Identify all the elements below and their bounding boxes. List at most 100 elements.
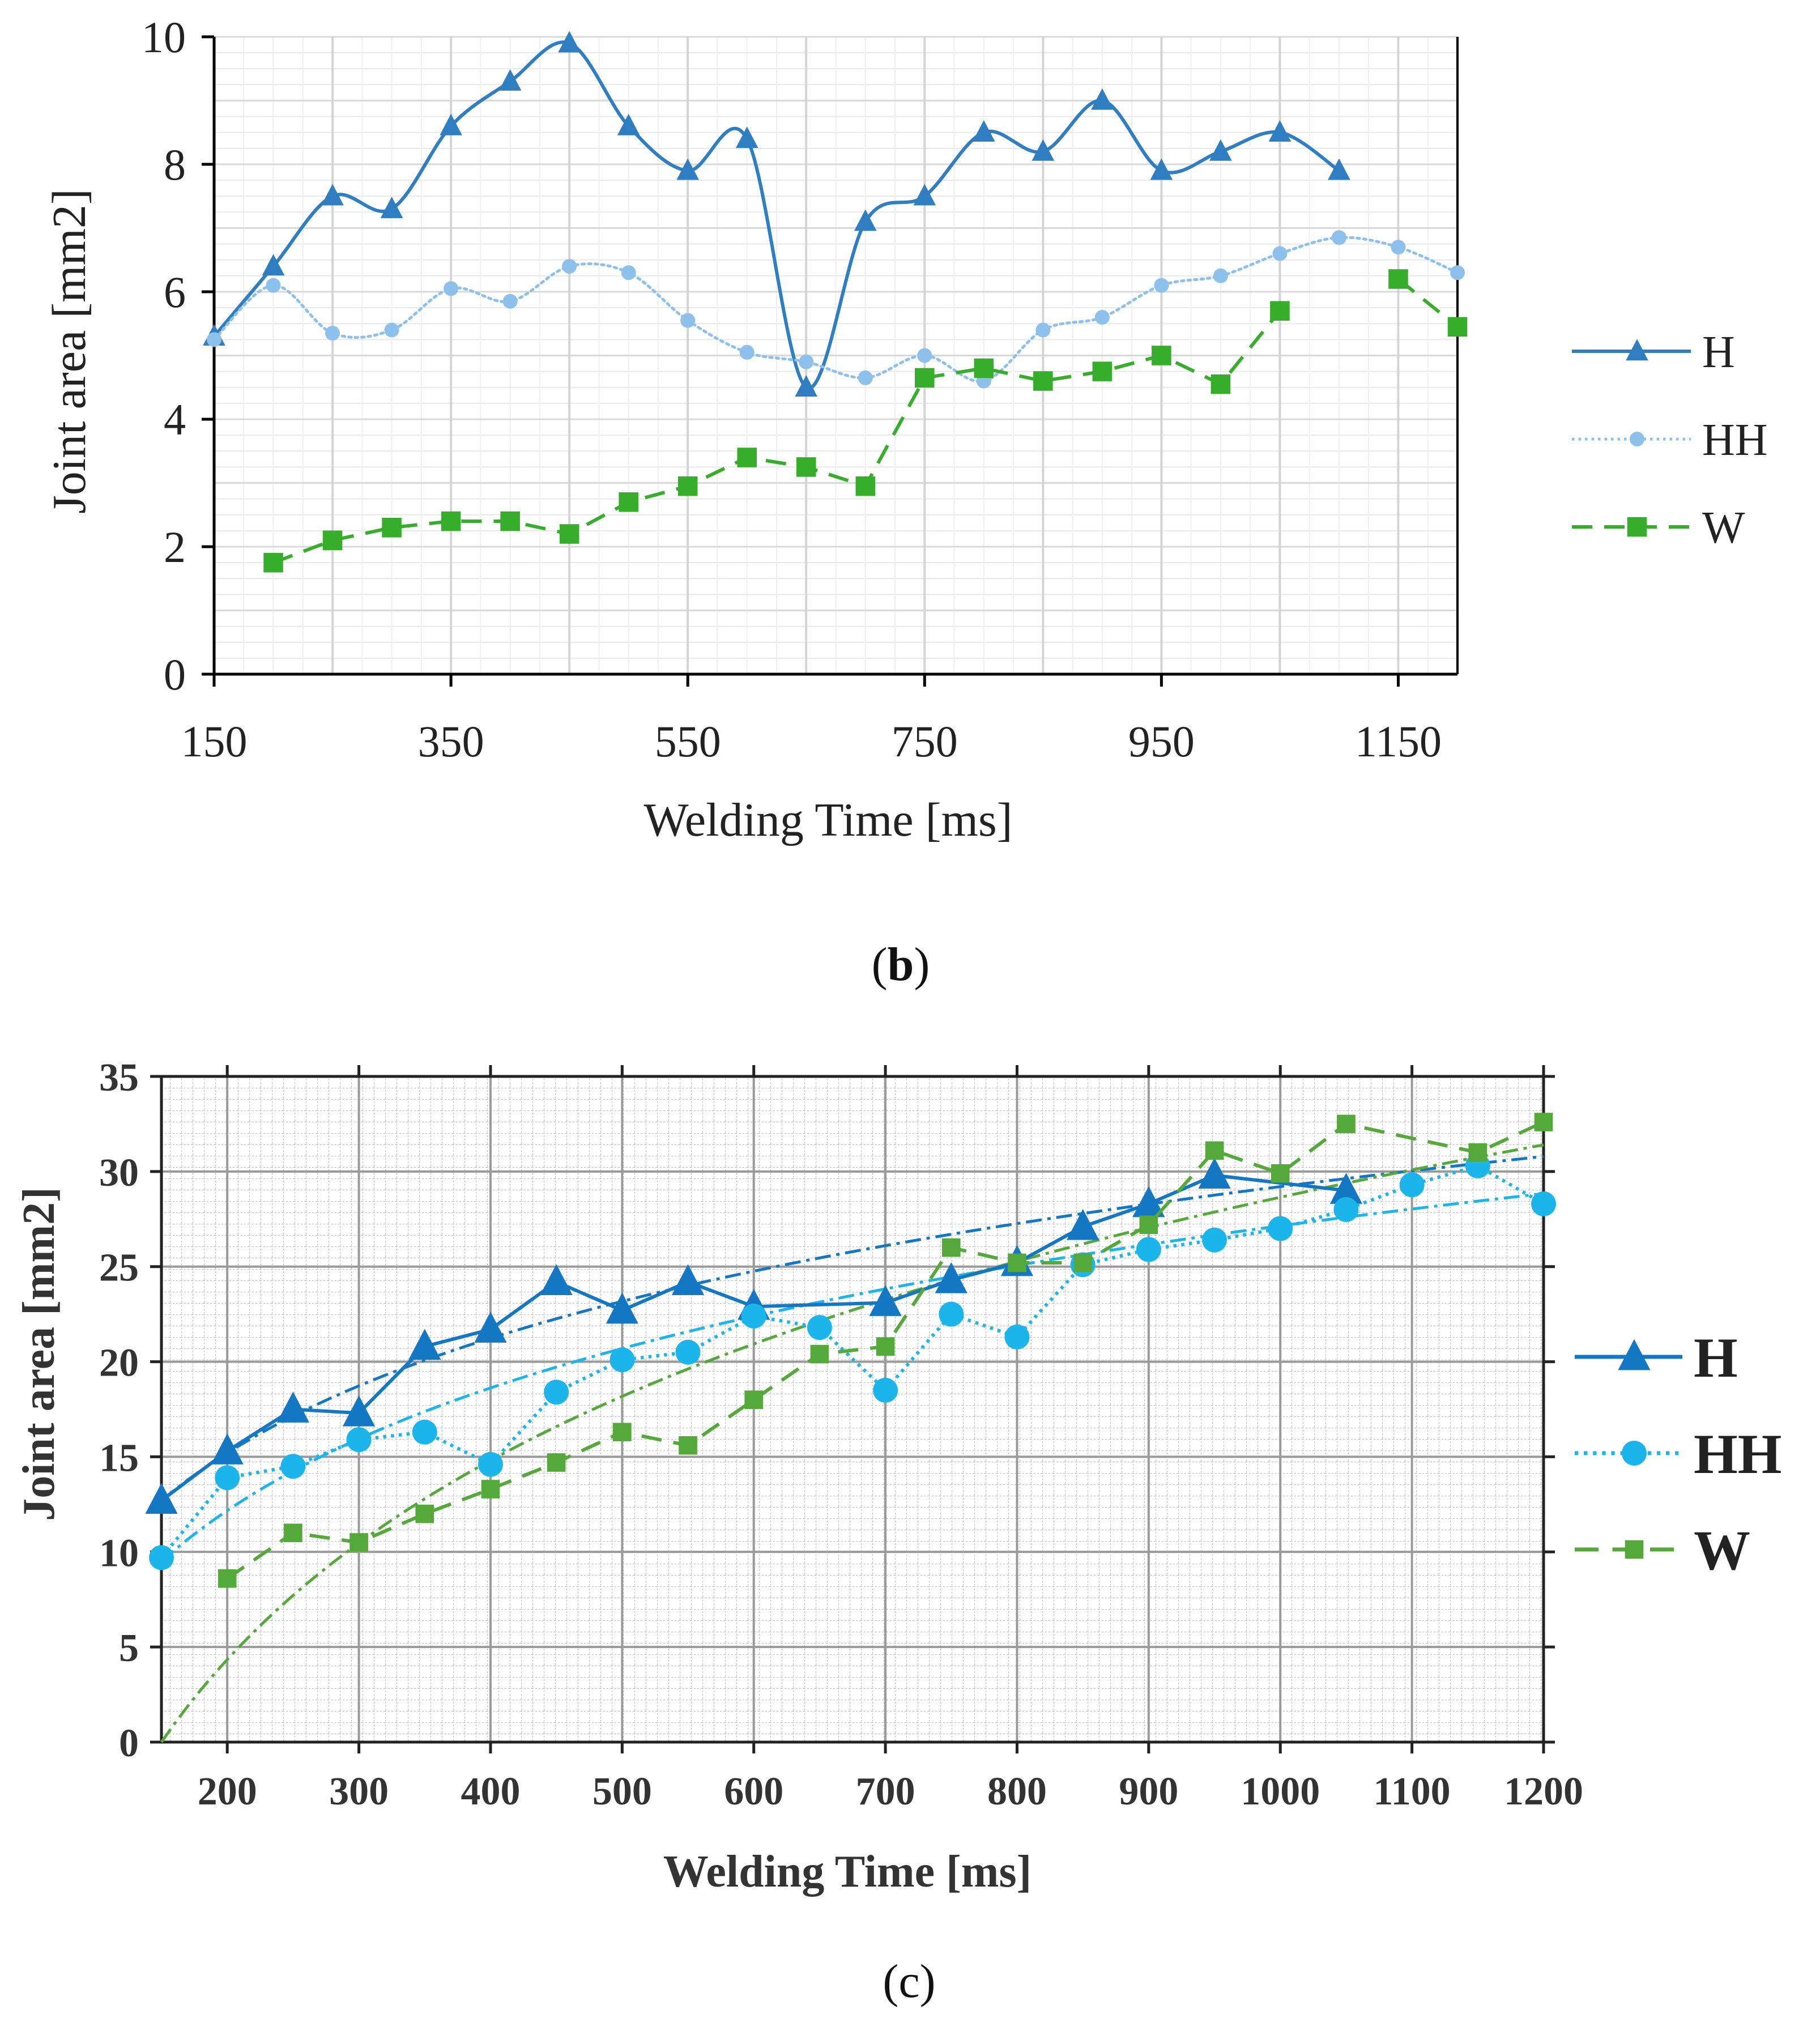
point-W-b — [500, 511, 520, 531]
point-HH-c — [478, 1451, 503, 1477]
point-H-c — [1132, 1186, 1165, 1217]
point-H-c — [408, 1329, 441, 1360]
point-W-c — [810, 1344, 829, 1364]
point-HH-c — [1531, 1191, 1556, 1216]
legend-label-W-c: W — [1694, 1519, 1750, 1582]
point-HH-b — [799, 354, 814, 369]
point-HH-b — [1450, 265, 1465, 280]
point-HH-b — [1213, 268, 1228, 283]
x-tick-label-c: 500 — [593, 1770, 652, 1813]
point-H-b — [380, 197, 403, 218]
x-tick-label-c: 200 — [198, 1770, 257, 1813]
panel-label-b: (b) — [872, 938, 930, 991]
point-H-b — [795, 375, 818, 397]
series-line-HH-c — [160, 1164, 1545, 1559]
x-tick-label-b: 550 — [655, 717, 721, 766]
point-W-c — [349, 1533, 368, 1552]
x-tick-label-c: 400 — [461, 1770, 520, 1813]
point-H-b — [1209, 139, 1232, 161]
point-W-c — [1139, 1215, 1158, 1234]
y-tick-label-c: 20 — [99, 1342, 139, 1385]
point-W-b — [1270, 301, 1290, 321]
point-H-c — [276, 1391, 309, 1423]
point-W-b — [382, 517, 402, 538]
point-W-b — [619, 492, 638, 512]
point-W-b — [796, 457, 816, 477]
point-W-c — [1205, 1141, 1224, 1160]
point-HH-c — [609, 1347, 635, 1373]
y-tick-label-b: 6 — [164, 267, 186, 317]
point-H-b — [558, 31, 581, 53]
point-HH-c — [1202, 1227, 1227, 1253]
point-W-b — [1152, 346, 1171, 365]
legend-marker-HH-c — [1622, 1441, 1647, 1466]
legend-marker-HH-b — [1630, 432, 1644, 446]
y-tick-label-b: 2 — [164, 522, 186, 572]
y-tick-label-b: 8 — [164, 140, 186, 189]
point-HH-c — [807, 1315, 832, 1340]
x-tick-label-c: 300 — [329, 1770, 389, 1813]
x-axis-title-b: Welding Time [ms] — [643, 794, 1012, 846]
x-tick-label-b: 750 — [892, 717, 958, 766]
point-H-c — [935, 1262, 967, 1293]
series-line-W-b — [272, 309, 1281, 564]
point-HH-c — [149, 1545, 174, 1570]
point-HH-c — [544, 1380, 569, 1405]
x-tick-label-c: 1100 — [1374, 1770, 1451, 1813]
legend-marker-W-c — [1625, 1540, 1644, 1559]
x-tick-label-c: 600 — [724, 1770, 783, 1813]
point-H-c — [342, 1395, 376, 1427]
x-tick-label-c: 1000 — [1241, 1770, 1320, 1813]
point-H-c — [606, 1292, 638, 1324]
y-tick-label-b: 0 — [164, 650, 186, 699]
point-H-b — [913, 184, 936, 206]
legend-marker-H-c — [1618, 1339, 1651, 1370]
y-axis-title-c: Joint area [mm2] — [14, 1187, 64, 1521]
y-tick-label-c: 30 — [99, 1151, 139, 1195]
point-W-b — [677, 476, 698, 496]
point-W-c — [1534, 1113, 1553, 1131]
plot-frame-c — [160, 1075, 1545, 1744]
point-HH-b — [1272, 246, 1288, 261]
series-line-HH-b — [212, 236, 1459, 383]
point-H-b — [973, 120, 995, 142]
point-W-c — [1008, 1253, 1026, 1272]
y-tick-label-c: 25 — [99, 1246, 139, 1290]
point-HH-b — [1154, 278, 1169, 293]
point-W-b — [441, 511, 461, 531]
point-H-b — [1268, 120, 1292, 142]
minor-grid-c — [161, 1076, 1544, 1742]
point-W-b — [1092, 361, 1113, 381]
point-W-c — [481, 1480, 500, 1498]
point-HH-c — [346, 1427, 372, 1453]
y-tick-label-c: 0 — [119, 1722, 139, 1765]
point-W-b — [855, 476, 876, 496]
legend-label-W-b: W — [1702, 503, 1745, 553]
point-W-c — [1337, 1114, 1356, 1134]
series-line-W-b — [1397, 278, 1459, 329]
y-tick-label-b: 4 — [164, 395, 186, 444]
point-W-b — [915, 368, 935, 388]
legend-marker-H-b — [1626, 339, 1648, 361]
point-W-b — [1388, 269, 1408, 289]
point-HH-c — [675, 1339, 701, 1365]
point-W-c — [547, 1453, 566, 1472]
point-HH-b — [325, 326, 340, 341]
point-H-b — [735, 126, 758, 148]
point-HH-b — [858, 370, 873, 385]
point-H-c — [211, 1433, 244, 1464]
point-HH-c — [1004, 1324, 1030, 1349]
point-HH-c — [1268, 1216, 1293, 1241]
point-W-b — [263, 552, 283, 573]
point-HH-b — [1094, 310, 1110, 325]
point-HH-b — [444, 281, 459, 296]
point-W-c — [284, 1523, 302, 1543]
point-H-b — [1328, 158, 1350, 180]
point-W-c — [415, 1504, 434, 1523]
point-W-c — [1271, 1164, 1290, 1183]
point-HH-b — [1331, 230, 1346, 245]
point-H-b — [1032, 139, 1055, 161]
point-HH-c — [873, 1377, 898, 1403]
